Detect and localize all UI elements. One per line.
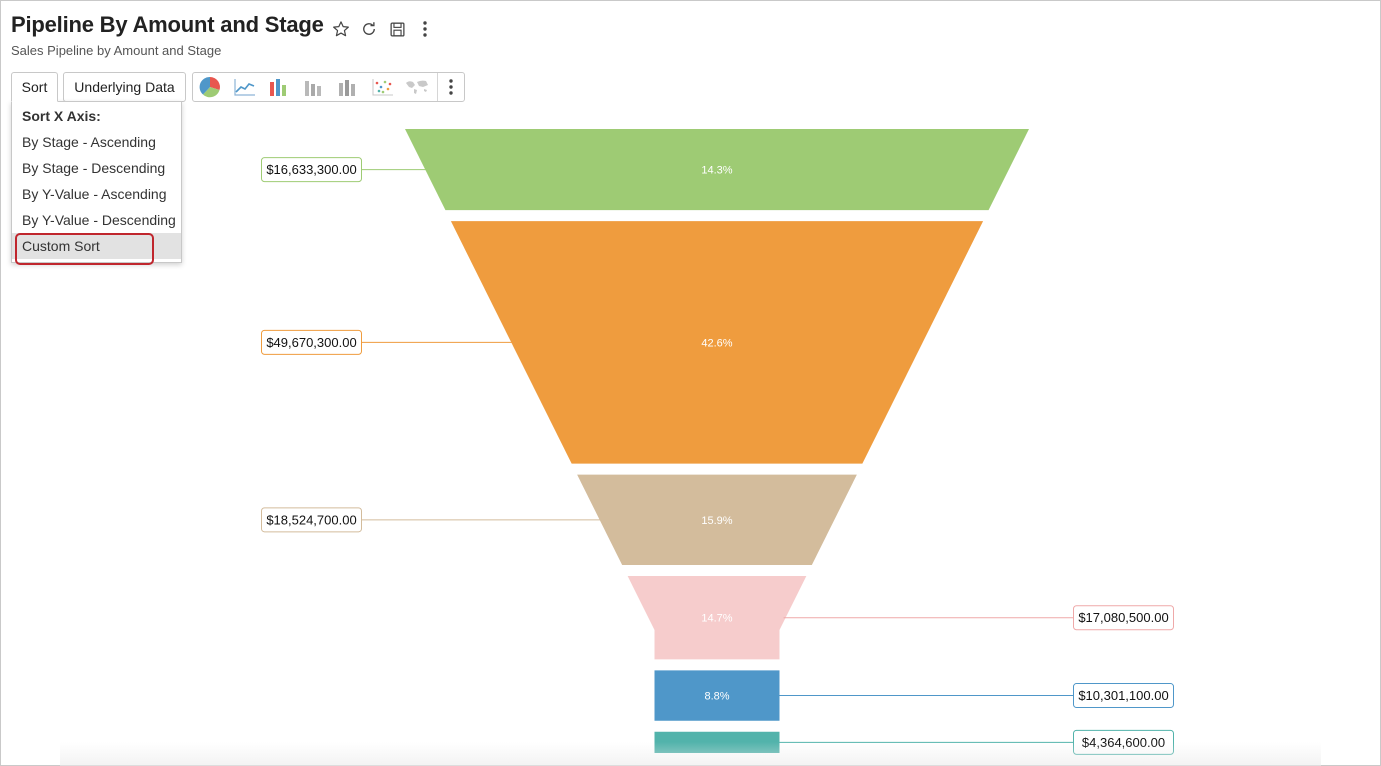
bar-chart-icon[interactable] xyxy=(262,73,296,101)
title-actions xyxy=(331,17,435,41)
segment-value-label: $49,670,300.00 xyxy=(266,335,356,350)
funnel-segment[interactable] xyxy=(654,731,780,753)
page-subtitle: Sales Pipeline by Amount and Stage xyxy=(11,43,222,58)
callout-box xyxy=(1073,605,1174,631)
segment-value-label: $4,364,600.00 xyxy=(1082,735,1165,750)
sort-button[interactable]: Sort xyxy=(11,72,58,102)
pie-chart-icon[interactable] xyxy=(193,73,227,101)
funnel-segment[interactable] xyxy=(450,221,984,464)
segment-value-label: $18,524,700.00 xyxy=(266,512,356,527)
grouped-bar-icon[interactable] xyxy=(331,73,365,101)
scatter-icon[interactable] xyxy=(365,73,399,101)
stacked-bar-icon[interactable] xyxy=(296,73,330,101)
segment-percent-label: 14.7% xyxy=(701,613,732,625)
page-title: Pipeline By Amount and Stage xyxy=(11,12,324,37)
toolbar-divider xyxy=(437,73,439,101)
save-icon[interactable] xyxy=(387,19,407,39)
segment-percent-label: 15.9% xyxy=(701,515,732,527)
segment-percent-label: 42.6% xyxy=(701,337,732,349)
funnel-segment[interactable] xyxy=(627,576,807,660)
chart-type-toolbar xyxy=(192,72,465,102)
funnel-segment[interactable] xyxy=(577,474,857,566)
callout-box xyxy=(261,507,362,533)
segment-percent-label: 8.8% xyxy=(704,691,729,703)
segment-value-label: $10,301,100.00 xyxy=(1078,688,1168,703)
sort-menu-header: Sort X Axis: xyxy=(22,108,101,124)
more-vertical-icon[interactable] xyxy=(415,19,435,39)
callout-box xyxy=(1073,683,1174,709)
callout-box xyxy=(261,329,362,355)
sort-by-stage-desc[interactable]: By Stage - Descending xyxy=(22,160,166,176)
sort-by-stage-asc[interactable]: By Stage - Ascending xyxy=(22,134,156,150)
sort-by-yvalue-desc[interactable]: By Y-Value - Descending xyxy=(22,212,176,228)
line-chart-icon[interactable] xyxy=(227,73,261,101)
refresh-icon[interactable] xyxy=(359,19,379,39)
segment-percent-label: 14.3% xyxy=(701,165,732,177)
toolbar-more-icon[interactable] xyxy=(438,73,464,101)
sort-dropdown-menu: Sort X Axis: By Stage - Ascending By Sta… xyxy=(11,101,182,265)
funnel-segment[interactable] xyxy=(654,670,780,721)
funnel-segment[interactable] xyxy=(405,129,1029,211)
sort-by-yvalue-asc[interactable]: By Y-Value - Ascending xyxy=(22,186,167,202)
map-icon[interactable] xyxy=(400,73,434,101)
custom-sort-option[interactable]: Custom Sort xyxy=(12,233,181,259)
segment-value-label: $17,080,500.00 xyxy=(1078,610,1168,625)
star-icon[interactable] xyxy=(331,19,351,39)
callout-box xyxy=(261,157,362,183)
segment-value-label: $16,633,300.00 xyxy=(266,162,356,177)
